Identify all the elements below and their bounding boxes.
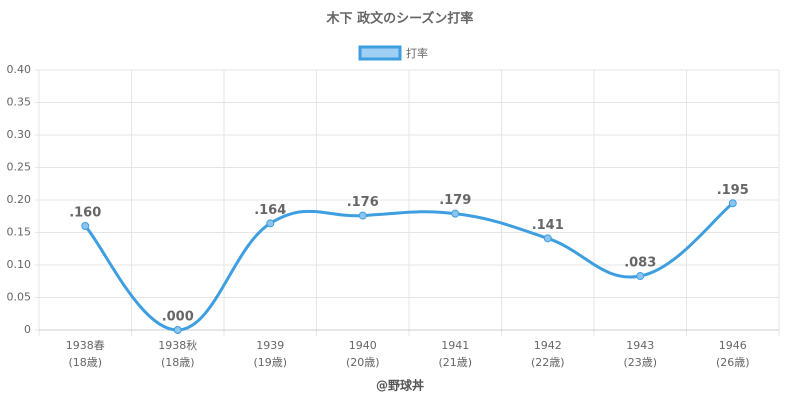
data-label: .164: [254, 203, 286, 218]
x-tick-label: 1938春: [66, 339, 105, 352]
x-tick-label: (19歳): [253, 356, 287, 369]
point: [728, 199, 737, 208]
point: [173, 326, 182, 334]
point: [81, 222, 90, 230]
data-label: .176: [347, 195, 379, 210]
x-tick-label: (21歳): [438, 356, 472, 369]
x-tick-label: 1942: [534, 339, 562, 352]
x-tick-label: 1946: [719, 339, 747, 352]
y-tick-label: 0.35: [7, 96, 32, 109]
y-tick-label: 0.25: [7, 161, 32, 174]
point: [636, 272, 645, 281]
legend-swatch: [358, 45, 402, 61]
y-tick-label: 0.30: [7, 128, 32, 141]
point: [266, 219, 275, 228]
legend-label: 打率: [406, 46, 428, 60]
credit: @野球丼: [376, 378, 424, 393]
x-tick-label: (18歳): [161, 356, 195, 369]
data-label: .141: [532, 218, 564, 233]
data-label: .160: [69, 206, 101, 221]
x-tick-label: 1939: [256, 339, 284, 352]
y-tick-label: 0.20: [7, 193, 32, 206]
data-label: .179: [439, 193, 471, 208]
x-tick-label: (18歳): [68, 356, 102, 369]
y-tick-label: 0.15: [7, 226, 32, 239]
y-tick-label: 0.05: [7, 291, 32, 304]
point: [451, 209, 460, 218]
x-tick-label: 1940: [349, 339, 377, 352]
data-label: .000: [162, 310, 194, 325]
y-tick-label: 0.10: [7, 258, 32, 271]
y-tick-label: 0.40: [7, 63, 32, 76]
x-tick-label: (23歳): [623, 356, 657, 369]
x-tick-label: 1938秋: [158, 338, 197, 352]
x-tick-label: (22歳): [531, 356, 565, 369]
x-tick-label: 1943: [626, 339, 654, 352]
point: [543, 234, 552, 243]
y-tick-label: 0: [24, 323, 31, 336]
chart-title: 木下 政文のシーズン打率: [326, 11, 474, 27]
data-label: .195: [717, 183, 749, 198]
x-tick-label: 1941: [441, 339, 469, 352]
x-tick-label: (20歳): [346, 356, 380, 369]
x-tick-label: (26歳): [716, 356, 750, 369]
point: [358, 211, 367, 220]
data-label: .083: [624, 256, 656, 271]
